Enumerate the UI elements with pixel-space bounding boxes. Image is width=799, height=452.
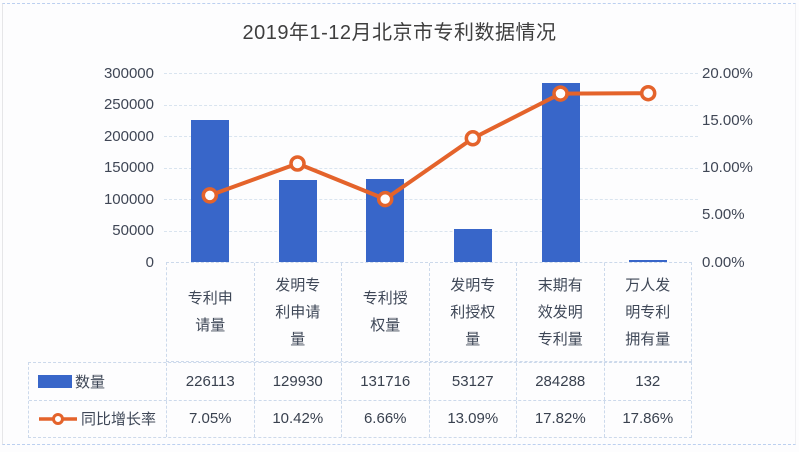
line-legend-swatch	[39, 412, 77, 425]
y-axis-left-tick-label: 150000	[103, 159, 154, 176]
value-cell: 17.86%	[603, 400, 692, 437]
category-label-line: 专利申	[187, 290, 233, 307]
category-label-line: 权量	[370, 317, 401, 334]
value-cell: 17.82%	[516, 400, 604, 437]
growth-rate-line	[201, 84, 657, 208]
y-axis-right-tick-label: 20.00%	[702, 64, 753, 82]
gridline	[164, 136, 698, 137]
y-axis-right-tick-label: 0.00%	[702, 253, 745, 271]
y-axis-left-tick-label: 100000	[103, 190, 154, 208]
category-label-line: 利授权	[450, 303, 496, 321]
category-label-line: 专利授	[362, 290, 408, 307]
legend-cell: 同比增长率	[29, 401, 166, 438]
line-marker	[376, 190, 394, 208]
value-cell: 132	[603, 363, 692, 400]
gridline	[164, 199, 698, 200]
category-label-line: 发明专	[450, 276, 496, 294]
y-axis-left-tick-label: 0	[145, 253, 154, 271]
y-axis-left: 300000 250000 200000 150000 100000 50000 0	[0, 65, 154, 271]
category-label-line: 利申请	[275, 303, 321, 321]
line-marker	[639, 84, 657, 102]
value-cell: 10.42%	[253, 400, 342, 437]
category-cell: 专利申 请量	[167, 263, 254, 361]
y-axis-right-tick-label: 10.00%	[702, 159, 753, 176]
category-label-line: 发明专	[275, 276, 321, 294]
plot-area	[164, 73, 698, 262]
series-label: 同比增长率	[81, 411, 157, 429]
y-axis-left-tick-label: 200000	[103, 127, 154, 145]
chart-title: 2019年1-12月北京市专利数据情况	[242, 22, 557, 44]
category-label-line: 万人发	[625, 276, 671, 294]
y-axis-left-tick-label: 300000	[103, 64, 154, 82]
gridline	[164, 73, 698, 74]
bar	[453, 228, 492, 262]
line-path	[209, 91, 649, 202]
category-label-line: 拥有量	[625, 330, 671, 348]
category-label-line: 量	[290, 330, 306, 348]
category-label-line: 明专利	[625, 303, 671, 321]
value-cell: 226113	[166, 363, 254, 400]
series-label: 数量	[75, 373, 106, 391]
category-label-line: 量	[465, 330, 481, 348]
bar-legend-swatch	[38, 374, 72, 388]
value-cell: 6.66%	[341, 400, 429, 437]
value-cell: 284288	[516, 363, 604, 400]
legend-cell: 数量	[29, 363, 166, 400]
category-label-line: 专利量	[537, 330, 583, 348]
line-marker	[289, 155, 306, 172]
bar	[629, 260, 668, 262]
gridline	[164, 104, 698, 106]
value-cell: 53127	[428, 363, 517, 400]
category-cell: 发明专 利申请量	[253, 263, 342, 361]
data-table: 数量 226113 129930 131716 53127 284288 132 同比增长率 7…	[28, 362, 692, 438]
line-marker	[201, 187, 219, 204]
category-label-line: 末期有	[537, 276, 583, 294]
gridline	[164, 230, 698, 232]
category-cell: 万人发 明专利 拥有量	[603, 263, 692, 361]
y-axis-right-tick-label: 15.00%	[702, 111, 753, 129]
bar	[541, 82, 580, 262]
category-cell: 专利授 权量	[341, 263, 429, 361]
line-marker	[464, 130, 482, 147]
category-header-row: 专利申 请量 发明专 利申请量专利授 权量 发明专 利授权量末期有 效发明 专利量 万人发 明专利拥…	[166, 262, 692, 362]
category-label-line: 请量	[195, 317, 226, 334]
y-axis-right-tick-label: 5.00%	[702, 206, 745, 224]
category-cell: 发明专 利授权量	[428, 263, 517, 361]
value-cell: 7.05%	[166, 400, 254, 437]
table-row: 数量 226113 129930 131716 53127 284288 132	[29, 363, 691, 401]
value-cell: 13.09%	[428, 400, 517, 437]
category-cell: 末期有 效发明 专利量	[516, 263, 604, 361]
line-marker	[552, 85, 569, 102]
value-cell: 131716	[341, 363, 429, 400]
bar	[278, 180, 317, 262]
y-axis-left-tick-label: 50000	[112, 222, 154, 239]
category-label-line: 效发明	[537, 303, 583, 321]
value-cell: 129930	[253, 363, 342, 400]
table-row: 同比增长率 7.05% 10.42% 6.66% 13.09% 17.82% 17.86%	[29, 400, 692, 438]
y-axis-left-tick-label: 250000	[103, 96, 154, 113]
y-axis-right: 20.00% 15.00% 10.00% 5.00% 0.00%	[702, 65, 792, 271]
